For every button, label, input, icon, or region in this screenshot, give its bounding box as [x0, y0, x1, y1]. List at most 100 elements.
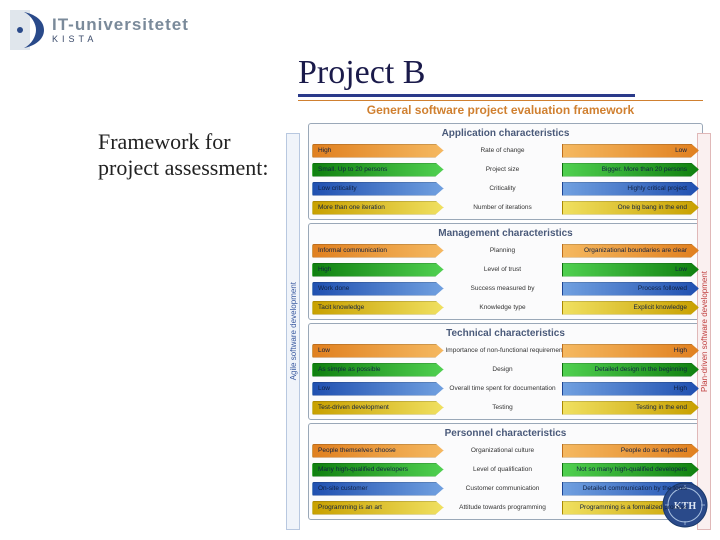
right-arrow: High [562, 344, 700, 358]
right-arrow: Explicit knowledge [562, 301, 700, 315]
left-arrow: Low criticality [312, 182, 444, 196]
left-arrow-label: As simple as possible [318, 366, 381, 373]
right-arrow-label: High [674, 385, 687, 392]
left-text: Framework for project assessment: [98, 129, 288, 182]
criteria-label: Rate of change [444, 147, 562, 154]
criteria-label: Criticality [444, 185, 562, 192]
right-arrow-label: Testing in the end [636, 404, 687, 411]
left-arrow: High [312, 263, 444, 277]
left-arrow-label: Low [318, 347, 330, 354]
left-arrow-label: High [318, 147, 331, 154]
right-arrow: Bigger. More than 20 persons [562, 163, 700, 177]
criteria-label: Success measured by [444, 285, 562, 292]
criteria-label: Organizational culture [444, 447, 562, 454]
left-arrow: Test-driven development [312, 401, 444, 415]
left-arrow: As simple as possible [312, 363, 444, 377]
left-arrow-label: Low criticality [318, 185, 357, 192]
logo-block: IT-universitetet KISTA [10, 10, 189, 50]
right-arrow-label: Low [675, 266, 687, 273]
criteria-row: Tacit knowledge Knowledge type Explicit kn… [312, 299, 699, 316]
right-strip-label: Plan-driven software development [700, 271, 709, 392]
logo-main-text: IT-universitetet [52, 16, 189, 33]
left-arrow: Work done [312, 282, 444, 296]
section: Technical characteristics Low Importance o… [308, 323, 703, 420]
right-arrow: People do as expected [562, 444, 700, 458]
right-arrow-label: One big bang in the end [618, 204, 687, 211]
criteria-row: Informal communication PlanningOrganizati… [312, 242, 699, 259]
right-arrow-label: Explicit knowledge [634, 304, 687, 311]
left-arrow: Informal communication [312, 244, 444, 258]
right-arrow: Organizational boundaries are clear [562, 244, 700, 258]
left-arrow-label: People themselves choose [318, 447, 396, 454]
right-arrow-label: Bigger. More than 20 persons [602, 166, 687, 173]
title-row: Project B [10, 54, 720, 97]
criteria-row: Programming is an art Attitude towards pr… [312, 499, 699, 516]
left-arrow: High [312, 144, 444, 158]
criteria-row: Test-driven development Testing Testing in… [312, 399, 699, 416]
section-title: Application characteristics [312, 126, 699, 142]
framework-diagram: Agile software development Plan-driven s… [308, 123, 703, 523]
criteria-label: Level of qualification [444, 466, 562, 473]
left-arrow-label: Tacit knowledge [318, 304, 364, 311]
criteria-row: As simple as possibleDesignDetailed desi… [312, 361, 699, 378]
left-arrow-label: Low [318, 385, 330, 392]
right-arrow-label: Process followed [638, 285, 687, 292]
university-logo-icon [10, 10, 46, 50]
left-arrow-label: Work done [318, 285, 349, 292]
section: Application characteristics High Rate of c… [308, 123, 703, 220]
criteria-row: People themselves choose Organizational c… [312, 442, 699, 459]
criteria-row: Work done Success measured by Process foll… [312, 280, 699, 297]
criteria-row: Low criticalityCriticalityHighly critica… [312, 180, 699, 197]
left-arrow-label: Programming is an art [318, 504, 382, 511]
right-arrow: Detailed design in the beginning [562, 363, 700, 377]
section-title: Personnel characteristics [312, 426, 699, 442]
right-arrow-label: People do as expected [621, 447, 687, 454]
right-arrow: Not so many high-qualified developers [562, 463, 700, 477]
criteria-label: Customer communication [444, 485, 562, 492]
left-arrow: People themselves choose [312, 444, 444, 458]
criteria-label: Importance of non-functional requirement… [444, 347, 562, 354]
criteria-label: Attitude towards programming [444, 504, 562, 511]
criteria-label: Project size [444, 166, 562, 173]
left-arrow-label: More than one iteration [318, 204, 385, 211]
criteria-row: Small. Up to 20 personsProject size Bigge… [312, 161, 699, 178]
left-arrow-label: Many high-qualified developers [318, 466, 408, 473]
section-title: Management characteristics [312, 226, 699, 242]
left-arrow: Small. Up to 20 persons [312, 163, 444, 177]
criteria-row: More than one iteration Number of iterati… [312, 199, 699, 216]
framework-subtitle: General software project evaluation fram… [298, 100, 703, 119]
right-arrow-label: Programming is a formalized process [580, 504, 687, 511]
left-arrow: On-site customer [312, 482, 444, 496]
right-arrow: Low [562, 263, 700, 277]
left-arrow-label: On-site customer [318, 485, 368, 492]
section: Management characteristicsInformal commu… [308, 223, 703, 320]
left-arrow: More than one iteration [312, 201, 444, 215]
right-arrow: High [562, 382, 700, 396]
right-arrow: Low [562, 144, 700, 158]
criteria-label: Planning [444, 247, 562, 254]
right-vertical-strip: Plan-driven software development [697, 133, 711, 530]
criteria-row: On-site customer Customer communication De… [312, 480, 699, 497]
criteria-label: Number of iterations [444, 204, 562, 211]
section-title: Technical characteristics [312, 326, 699, 342]
left-arrow-label: Test-driven development [318, 404, 389, 411]
right-arrow-label: Low [675, 147, 687, 154]
left-arrow-label: Informal communication [318, 247, 387, 254]
left-arrow: Low [312, 382, 444, 396]
right-arrow: Testing in the end [562, 401, 700, 415]
right-arrow: Process followed [562, 282, 700, 296]
right-arrow-label: Detailed communication by the tools [583, 485, 687, 492]
right-arrow-label: Not so many high-qualified developers [576, 466, 687, 473]
criteria-label: Testing [444, 404, 562, 411]
logo-sub-text: KISTA [52, 35, 189, 44]
criteria-label: Knowledge type [444, 304, 562, 311]
left-arrow: Programming is an art [312, 501, 444, 515]
left-arrow: Tacit knowledge [312, 301, 444, 315]
criteria-label: Level of trust [444, 266, 562, 273]
right-arrow-label: High [674, 347, 687, 354]
criteria-row: LowOverall time spent for documentationH… [312, 380, 699, 397]
header: IT-universitetet KISTA [0, 0, 720, 50]
left-vertical-strip: Agile software development [286, 133, 300, 530]
right-arrow: One big bang in the end [562, 201, 700, 215]
left-arrow-label: High [318, 266, 331, 273]
